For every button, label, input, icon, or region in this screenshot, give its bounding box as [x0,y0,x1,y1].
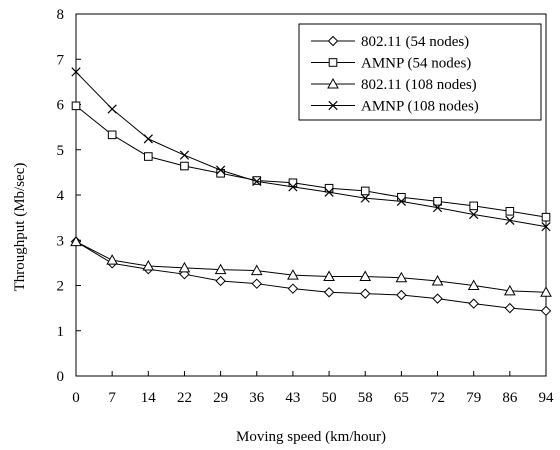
data-point-square [506,207,514,215]
y-tick-label: 0 [57,369,65,385]
x-tick-label: 86 [502,390,518,406]
x-tick-label: 7 [108,390,116,406]
data-point-diamond [433,294,442,303]
x-tick-label: 79 [466,390,481,406]
x-tick-label: 43 [285,390,300,406]
data-point-square [470,202,478,210]
x-tick-label: 65 [394,390,409,406]
data-point-square [398,193,406,201]
data-point-square [325,184,333,192]
x-axis-title: Moving speed (km/hour) [236,429,386,445]
y-tick-label: 8 [57,7,65,23]
data-point-diamond [542,306,551,315]
y-tick-label: 5 [57,143,65,159]
data-point-square [361,187,369,195]
legend-label: AMNP (108 nodes) [361,99,479,115]
data-point-diamond [469,299,478,308]
data-point-square [542,213,550,221]
data-point-diamond [505,304,514,313]
x-tick-label: 58 [358,390,373,406]
x-tick-label: 94 [539,390,555,406]
legend: 802.11 (54 nodes) AMNP (54 nodes) 802.11 (… [299,24,541,120]
data-point-x [180,151,188,159]
data-point-diamond [252,279,261,288]
data-point-square [72,102,80,110]
data-point-x [144,135,152,143]
y-axis-title: Throughput (Mb/sec) [12,163,28,292]
x-tick-label: 29 [213,390,228,406]
x-tick-label: 14 [141,390,157,406]
data-point-square [434,198,442,206]
data-point-square [289,179,297,187]
x-tick-label: 0 [72,390,80,406]
y-tick-label: 3 [57,233,65,249]
legend-label: 802.11 (108 nodes) [361,77,477,93]
y-tick-label: 6 [57,98,65,114]
data-point-x [108,105,116,113]
data-point-diamond [216,276,225,285]
y-tick-label: 4 [57,188,65,204]
series-3 [71,237,551,297]
x-tick-label: 50 [322,390,337,406]
data-point-triangle [107,255,117,264]
x-tick-label: 72 [430,390,445,406]
y-tick-label: 1 [57,324,65,340]
data-point-square [108,131,116,139]
data-point-diamond [288,284,297,293]
series-line [76,106,546,217]
y-tick-label: 2 [57,279,65,295]
y-tick-label: 7 [57,52,65,68]
legend-label: AMNP (54 nodes) [361,56,471,72]
x-tick-label: 36 [249,390,265,406]
data-point-diamond [397,291,406,300]
data-point-diamond [361,289,370,298]
data-point-square [181,162,189,170]
data-point-diamond [325,288,334,297]
legend-label: 802.11 (54 nodes) [361,34,469,50]
data-point-square [145,153,153,161]
legend-marker-square [329,59,337,67]
x-tick-label: 22 [177,390,192,406]
